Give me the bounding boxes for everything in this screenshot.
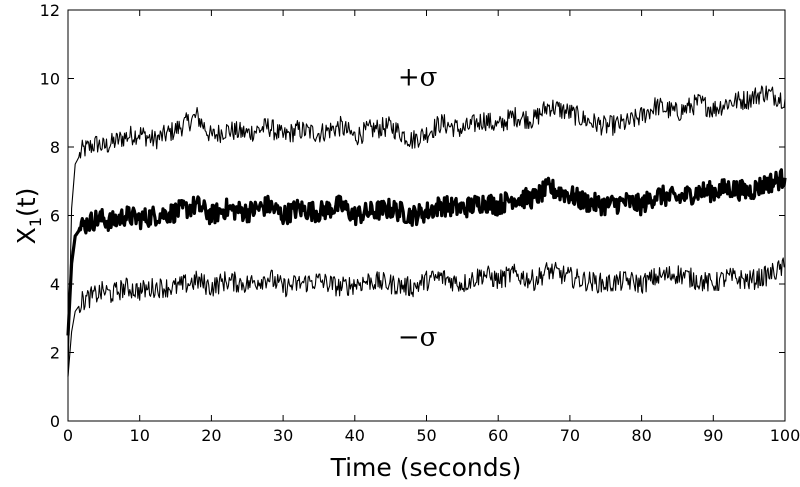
y-tick-label: 4 bbox=[50, 275, 60, 294]
x-tick-label: 70 bbox=[560, 426, 580, 445]
x-tick-label: 60 bbox=[488, 426, 508, 445]
y-axis-label-subscript: 1 bbox=[26, 217, 45, 227]
y-tick-label: 8 bbox=[50, 138, 60, 157]
series-line-mean bbox=[66, 168, 787, 336]
y-axis-label-main: X bbox=[12, 227, 41, 244]
y-tick-label: 0 bbox=[50, 412, 60, 431]
y-tick-label: 6 bbox=[50, 207, 60, 226]
x-tick-label: 90 bbox=[703, 426, 723, 445]
x-tick-label: 80 bbox=[631, 426, 651, 445]
y-tick-label: 2 bbox=[50, 344, 60, 363]
x-axis-label: Time (seconds) bbox=[330, 453, 522, 482]
y-axis-label-group: X1(t) bbox=[12, 188, 45, 245]
y-axis-label: X1(t) bbox=[12, 188, 45, 245]
series-line-lower bbox=[67, 257, 786, 377]
series-layer bbox=[66, 85, 787, 377]
x-tick-label: 40 bbox=[345, 426, 365, 445]
y-tick-label: 10 bbox=[40, 70, 60, 89]
annotation-layer: +σ −σ bbox=[398, 62, 438, 352]
series-line-upper bbox=[67, 85, 786, 377]
annotation-plus-sigma: +σ bbox=[398, 62, 438, 92]
x-tick-label: 0 bbox=[63, 426, 73, 445]
annotation-minus-sigma: −σ bbox=[398, 323, 438, 353]
x-tick-label: 50 bbox=[416, 426, 436, 445]
x-tick-label: 100 bbox=[770, 426, 800, 445]
x-tick-label: 20 bbox=[201, 426, 221, 445]
y-axis-label-suffix: (t) bbox=[12, 188, 41, 217]
axis-ticks: 0 10 20 30 40 50 60 70 80 90 100 0 2 4 6 8 10 12 bbox=[40, 1, 800, 445]
y-tick-label: 12 bbox=[40, 1, 60, 20]
x-tick-label: 10 bbox=[130, 426, 150, 445]
x-tick-label: 30 bbox=[273, 426, 293, 445]
